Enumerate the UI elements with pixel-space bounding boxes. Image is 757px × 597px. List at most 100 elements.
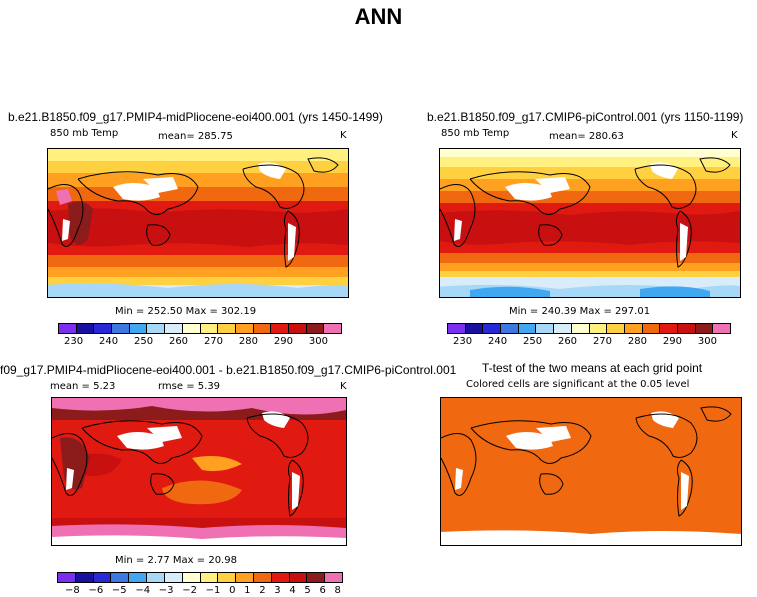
colorbar-tick-label: 300 xyxy=(308,336,328,347)
colorbar-swatch xyxy=(306,324,325,333)
colorbar-swatch xyxy=(307,573,326,582)
colorbar-tick-label: 230 xyxy=(453,336,473,347)
colorbar-swatch xyxy=(642,324,661,333)
figure-title: ANN xyxy=(354,4,403,29)
colorbar-tick-label: −2 xyxy=(182,585,197,596)
colorbar-swatch xyxy=(483,324,502,333)
colorbar-swatch xyxy=(288,324,307,333)
colorbar-swatch xyxy=(165,324,183,333)
minmax-label: Min = 240.39 Max = 297.01 xyxy=(509,306,651,317)
colorbar-tick-label: −6 xyxy=(88,585,104,596)
colorbar-ticks: −8 −6 −5 −4 −3 −2 −1 0 1 2 3 4 5 6 8 xyxy=(57,583,343,596)
colorbar-tick-label: −4 xyxy=(135,585,151,596)
colorbar-swatch xyxy=(607,324,625,333)
colorbar-swatch xyxy=(94,324,113,333)
colorbar-swatch xyxy=(129,573,148,582)
colorbar-swatch xyxy=(218,573,237,582)
colorbar-swatch xyxy=(59,324,77,333)
colorbar-tick-label: −8 xyxy=(65,585,80,596)
variable-label: 850 mb Temp xyxy=(50,128,119,139)
colorbar-swatch xyxy=(112,324,130,333)
colorbar-swatch xyxy=(111,573,130,582)
colorbar-tick-label: 300 xyxy=(697,336,717,347)
colorbar-swatch xyxy=(465,324,484,333)
colorbar-swatches xyxy=(57,572,343,583)
minmax-label: Min = 2.77 Max = 20.98 xyxy=(115,555,237,566)
colorbar-swatch xyxy=(271,573,290,582)
colorbar-swatch xyxy=(76,324,95,333)
colorbar-ticks: 230 240 250 260 270 280 290 300 xyxy=(447,334,731,347)
colorbar-swatch xyxy=(536,324,555,333)
colorbar-swatch xyxy=(501,324,519,333)
colorbar-tick-label: 240 xyxy=(487,336,508,347)
colorbar-swatch xyxy=(164,573,183,582)
colorbar-tick-label: 230 xyxy=(64,336,84,347)
colorbar-tick-label: −3 xyxy=(158,585,174,596)
colorbar-swatch xyxy=(695,324,714,333)
colorbar-swatch xyxy=(713,324,730,333)
colorbar-swatch xyxy=(554,324,572,333)
colorbar-tick-label: 3 xyxy=(274,585,281,596)
colorbar-swatch xyxy=(589,324,608,333)
colorbar-swatch xyxy=(147,573,165,582)
colorbar-swatch xyxy=(518,324,537,333)
colorbar-tick-label: 1 xyxy=(244,585,251,596)
colorbar-swatch xyxy=(235,324,254,333)
variable-label: 850 mb Temp xyxy=(441,128,510,139)
colorbar-tick-label: 250 xyxy=(133,336,154,347)
mean-label: mean= 280.63 xyxy=(549,131,624,142)
colorbar-tick-label: 0 xyxy=(229,585,236,596)
colorbar-swatches xyxy=(447,323,731,334)
colorbar-swatch xyxy=(571,324,590,333)
map-pliocene xyxy=(47,148,349,298)
map-picontrol xyxy=(439,148,741,298)
colorbar-tick-label: 260 xyxy=(557,336,578,347)
map-difference xyxy=(51,397,347,546)
colorbar-swatch xyxy=(236,573,254,582)
colorbar-swatch xyxy=(448,324,466,333)
colorbar-swatch xyxy=(182,324,201,333)
colorbar-swatch xyxy=(129,324,148,333)
colorbar-tick-label: 4 xyxy=(289,585,296,596)
colorbar-swatch xyxy=(660,324,678,333)
units-label: K xyxy=(340,130,347,141)
colorbar-swatch xyxy=(253,324,272,333)
colorbar-swatch xyxy=(200,324,219,333)
panel-subtitle-ttest: Colored cells are significant at the 0.0… xyxy=(466,379,690,390)
map-ttest xyxy=(440,397,742,546)
panel-title-difference: f09_g17.PMIP4-midPliocene-eoi400.001 - b… xyxy=(0,363,457,377)
colorbar-tick-label: −1 xyxy=(205,585,221,596)
colorbar-tick-label: 290 xyxy=(662,336,682,347)
colorbar-swatch xyxy=(271,324,289,333)
colorbar-swatches xyxy=(58,323,342,334)
colorbar-swatch xyxy=(624,324,643,333)
colorbar-swatch xyxy=(677,324,696,333)
colorbar-swatch xyxy=(218,324,236,333)
colorbar-swatch xyxy=(93,573,112,582)
colorbar-swatch xyxy=(182,573,201,582)
colorbar-tick-label: 260 xyxy=(168,336,189,347)
colorbar-swatch xyxy=(324,324,341,333)
colorbar-tick-label: 2 xyxy=(259,585,266,596)
colorbar-tick-label: 250 xyxy=(522,336,543,347)
mean-label: mean = 5.23 xyxy=(50,381,116,392)
rmse-label: rmse = 5.39 xyxy=(158,381,221,392)
colorbar-tick-label: 280 xyxy=(238,336,259,347)
units-label: K xyxy=(731,130,738,141)
colorbar-tick-label: 290 xyxy=(273,336,293,347)
colorbar-tick-label: 280 xyxy=(627,336,648,347)
colorbar-tick-label: 8 xyxy=(334,585,341,596)
units-label: K xyxy=(340,381,347,392)
panel-title-ttest: T-test of the two means at each grid poi… xyxy=(482,361,703,375)
colorbar-ticks: 230 240 250 260 270 280 290 300 xyxy=(58,334,342,347)
colorbar-tick-label: 270 xyxy=(203,336,224,347)
minmax-label: Min = 252.50 Max = 302.19 xyxy=(115,306,257,317)
colorbar-swatch xyxy=(75,573,94,582)
colorbar-swatch xyxy=(289,573,308,582)
colorbar-tick-label: 270 xyxy=(592,336,613,347)
colorbar-temp-left: 230 240 250 260 270 280 290 300 xyxy=(58,323,342,347)
colorbar-tick-label: 6 xyxy=(319,585,326,596)
colorbar-difference: −8 −6 −5 −4 −3 −2 −1 0 1 2 3 4 5 6 8 xyxy=(57,572,343,596)
colorbar-tick-label: −5 xyxy=(111,585,127,596)
panel-title-pliocene: b.e21.B1850.f09_g17.PMIP4-midPliocene-eo… xyxy=(8,110,383,124)
